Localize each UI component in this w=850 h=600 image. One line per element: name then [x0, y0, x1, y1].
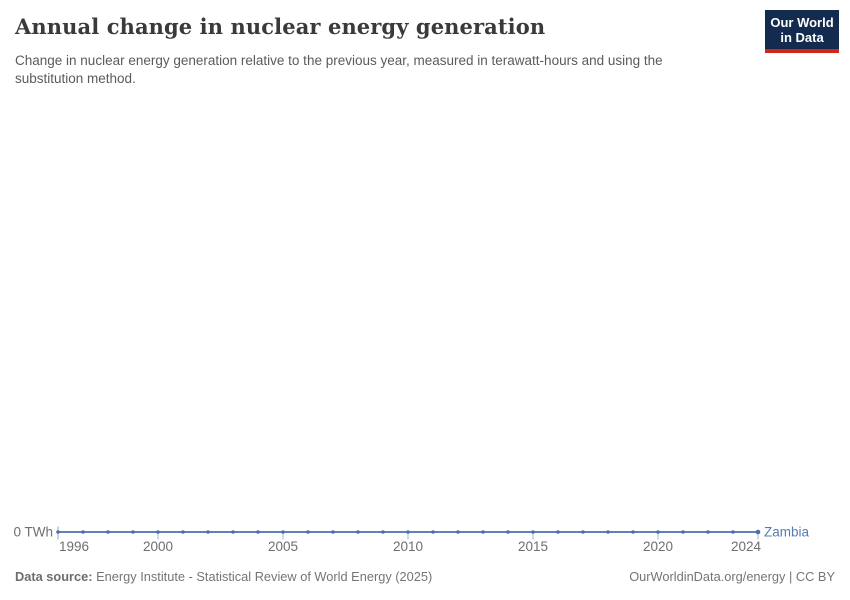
data-point[interactable]	[731, 530, 735, 534]
data-point[interactable]	[381, 530, 385, 534]
data-point[interactable]	[231, 530, 235, 534]
data-point[interactable]	[481, 530, 485, 534]
chart-title: Annual change in nuclear energy generati…	[15, 14, 546, 39]
data-point[interactable]	[581, 530, 585, 534]
data-source-label: Data source:	[15, 569, 93, 584]
data-point[interactable]	[406, 530, 410, 534]
data-point[interactable]	[56, 530, 60, 534]
data-point[interactable]	[131, 530, 135, 534]
data-source-note: Data source: Energy Institute - Statisti…	[15, 569, 432, 584]
x-axis-label: 2005	[268, 539, 298, 554]
data-point[interactable]	[281, 530, 285, 534]
data-point[interactable]	[706, 530, 710, 534]
chart-footer: Data source: Energy Institute - Statisti…	[15, 569, 835, 584]
x-axis-label: 2015	[518, 539, 548, 554]
x-axis-label: 2024	[731, 539, 762, 554]
owid-logo-line2: in Data	[780, 29, 824, 45]
data-point[interactable]	[681, 530, 685, 534]
x-axis-label: 2010	[393, 539, 423, 554]
data-point[interactable]	[506, 530, 510, 534]
data-point[interactable]	[356, 530, 360, 534]
data-point[interactable]	[81, 530, 85, 534]
owid-logo-line1: Our World	[770, 14, 834, 30]
data-point[interactable]	[431, 530, 435, 534]
data-point[interactable]	[755, 529, 761, 535]
data-point[interactable]	[306, 530, 310, 534]
data-point[interactable]	[631, 530, 635, 534]
y-axis-label: 0 TWh	[13, 525, 53, 540]
chart-subtitle: Change in nuclear energy generation rela…	[15, 53, 663, 86]
data-point[interactable]	[181, 530, 185, 534]
data-point[interactable]	[331, 530, 335, 534]
owid-logo[interactable]: Our World in Data	[765, 10, 839, 53]
data-point[interactable]	[556, 530, 560, 534]
data-point[interactable]	[206, 530, 210, 534]
attribution-link[interactable]: OurWorldinData.org/energy | CC BY	[629, 569, 835, 584]
data-point[interactable]	[531, 530, 535, 534]
data-point[interactable]	[156, 530, 160, 534]
data-point[interactable]	[256, 530, 260, 534]
data-point[interactable]	[456, 530, 460, 534]
data-point[interactable]	[656, 530, 660, 534]
x-axis-label: 1996	[59, 539, 89, 554]
data-source-text: Energy Institute - Statistical Review of…	[92, 569, 433, 584]
entity-label-zambia[interactable]: Zambia	[764, 525, 810, 540]
data-point[interactable]	[606, 530, 610, 534]
data-point[interactable]	[106, 530, 110, 534]
x-axis-label: 2020	[643, 539, 673, 554]
x-axis-label: 2000	[143, 539, 173, 554]
